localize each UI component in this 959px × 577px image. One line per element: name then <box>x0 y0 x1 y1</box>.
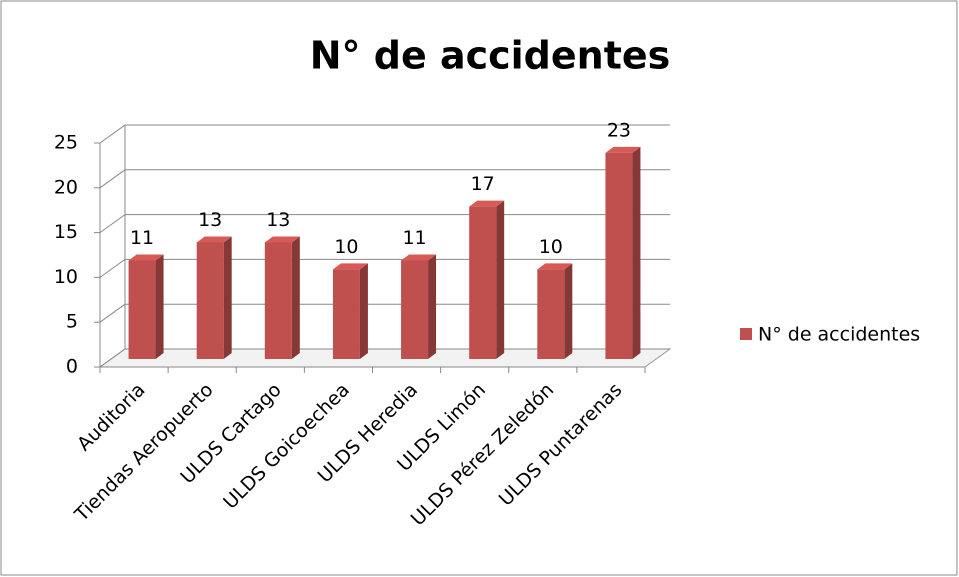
grid-line-side <box>99 124 126 144</box>
data-label: 23 <box>607 119 631 141</box>
bar <box>605 146 641 359</box>
data-label: 10 <box>334 236 358 258</box>
bar-top <box>605 146 641 153</box>
bar-top <box>401 254 437 261</box>
y-tick-label: 20 <box>54 176 78 198</box>
bar-side <box>428 254 437 359</box>
y-tick-label: 5 <box>66 311 78 333</box>
bar-front <box>401 260 429 359</box>
bar <box>537 263 573 359</box>
bar-side <box>564 263 573 359</box>
bar <box>196 236 232 359</box>
y-tick-label: 25 <box>54 132 78 154</box>
grid-line-side <box>99 169 126 189</box>
legend-swatch <box>740 328 752 340</box>
data-label: 13 <box>266 209 290 231</box>
bar-side <box>223 236 232 359</box>
bar-side <box>155 254 164 359</box>
bar-top <box>264 236 300 243</box>
chart-title: N° de accidentes <box>310 34 671 78</box>
bar-front <box>469 206 497 359</box>
y-tick-label: 15 <box>54 221 78 243</box>
legend-label: N° de accidentes <box>758 324 920 346</box>
bar-top <box>332 263 368 270</box>
y-tick-label: 0 <box>66 356 78 378</box>
data-label: 17 <box>471 173 495 195</box>
bar-top <box>469 200 505 207</box>
bar-front <box>537 269 565 359</box>
bar-top <box>128 254 164 261</box>
grid-line-side <box>99 258 126 278</box>
bar-front <box>196 242 224 359</box>
bar-front <box>264 242 292 359</box>
bar <box>469 200 505 359</box>
bar-front <box>605 152 633 359</box>
bar <box>128 254 164 359</box>
data-label: 13 <box>198 209 222 231</box>
grid-line-side <box>99 303 126 323</box>
grid-line-side <box>99 214 126 234</box>
bar-front <box>128 260 156 359</box>
bar <box>401 254 437 359</box>
bar-side <box>632 146 641 359</box>
y-tick-label: 10 <box>54 266 78 288</box>
bar-side <box>359 263 368 359</box>
floor <box>98 348 672 368</box>
bar <box>332 263 368 359</box>
data-label: 11 <box>402 227 426 249</box>
bar-top <box>537 263 573 270</box>
data-label: 10 <box>539 236 563 258</box>
grid-line-side <box>99 348 126 368</box>
bar <box>264 236 300 359</box>
bar-side <box>496 200 505 359</box>
bar-side <box>291 236 300 359</box>
data-label: 11 <box>130 227 154 249</box>
bar-top <box>196 236 232 243</box>
bar-front <box>332 269 360 359</box>
